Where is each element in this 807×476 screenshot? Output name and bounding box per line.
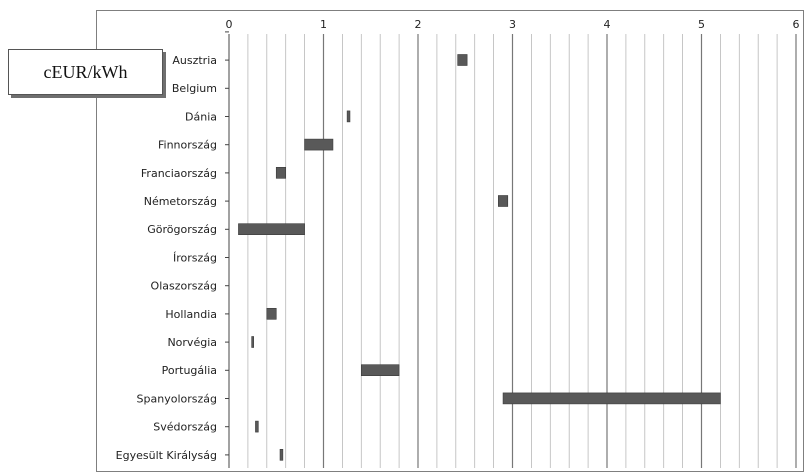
range-bar	[238, 223, 305, 235]
x-tick-labels: 0 1 2 3 4 5 6	[226, 18, 800, 31]
category-label: Hollandia	[165, 308, 217, 321]
x-tick-label: 0	[226, 18, 233, 31]
range-bar	[360, 364, 400, 377]
range-bar	[304, 138, 334, 151]
bar-layer	[238, 54, 721, 461]
category-label: Írország	[173, 251, 217, 264]
category-label: Norvégia	[167, 336, 217, 349]
category-label: Svédország	[153, 421, 217, 434]
category-labels: Ausztria Belgium Dánia Finnország Franciaors…	[116, 54, 217, 462]
axis-layer	[225, 31, 230, 468]
range-bar	[457, 54, 468, 66]
x-tick-label: 5	[698, 18, 705, 31]
category-label: Dánia	[185, 110, 217, 123]
x-tick-label: 2	[415, 18, 422, 31]
category-label: Finnország	[158, 139, 217, 152]
range-bar	[266, 307, 277, 320]
category-label: Görögország	[147, 223, 217, 236]
unit-label-box: cEUR/kWh	[8, 49, 163, 95]
grid-layer	[247, 34, 797, 468]
category-label: Spanyolország	[137, 392, 217, 405]
range-bar	[502, 392, 721, 405]
category-label: Ausztria	[172, 54, 217, 67]
range-bar	[251, 336, 254, 348]
range-bar	[279, 448, 284, 461]
x-tick-label: 4	[604, 18, 611, 31]
x-tick-label: 1	[320, 18, 327, 31]
x-tick-label: 3	[509, 18, 516, 31]
category-label: Portugália	[162, 364, 217, 377]
category-label: Németország	[144, 195, 217, 208]
range-bar	[346, 110, 351, 123]
x-tick-label: 6	[793, 18, 800, 31]
category-label: Belgium	[172, 82, 217, 95]
category-label: Olaszország	[151, 280, 217, 293]
range-bar	[255, 420, 259, 433]
unit-label: cEUR/kWh	[43, 61, 128, 82]
category-label: Egyesült Királyság	[116, 449, 217, 462]
range-bar	[275, 167, 286, 179]
category-label: Franciaország	[141, 167, 217, 180]
range-bar	[498, 195, 509, 207]
